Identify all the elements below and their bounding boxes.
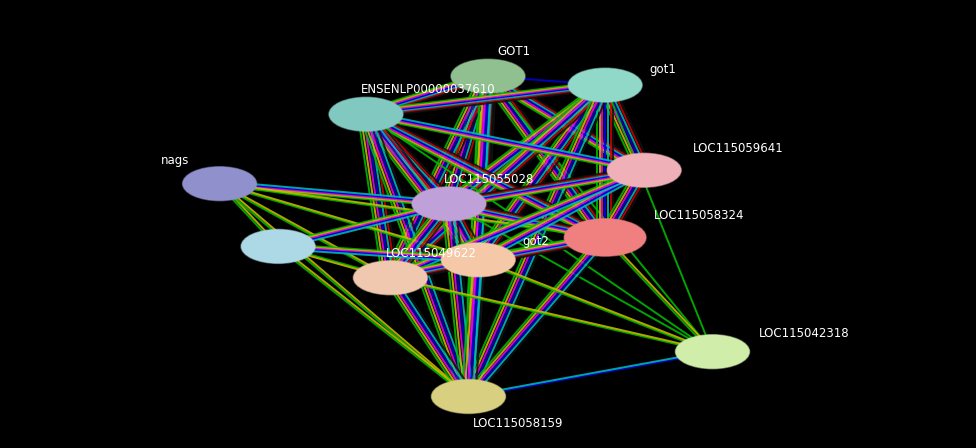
Circle shape bbox=[431, 379, 506, 414]
Text: LOC115042318: LOC115042318 bbox=[759, 327, 850, 340]
Circle shape bbox=[412, 187, 486, 221]
Text: ENSENLP00000037610: ENSENLP00000037610 bbox=[361, 83, 496, 96]
Text: LOC115059641: LOC115059641 bbox=[693, 142, 784, 155]
Circle shape bbox=[568, 68, 642, 102]
Text: nags: nags bbox=[161, 154, 189, 167]
Circle shape bbox=[564, 219, 646, 256]
Text: LOC115049622: LOC115049622 bbox=[386, 246, 476, 260]
Circle shape bbox=[353, 261, 427, 295]
Circle shape bbox=[441, 243, 515, 277]
Text: LOC115058159: LOC115058159 bbox=[473, 417, 564, 430]
Text: LOC115055028: LOC115055028 bbox=[444, 172, 535, 186]
Circle shape bbox=[183, 167, 257, 201]
Text: GOT1: GOT1 bbox=[498, 45, 531, 58]
Circle shape bbox=[329, 97, 403, 131]
Text: LOC115058324: LOC115058324 bbox=[654, 208, 745, 222]
Circle shape bbox=[241, 229, 315, 263]
Circle shape bbox=[451, 59, 525, 93]
Circle shape bbox=[607, 153, 681, 187]
Text: got1: got1 bbox=[649, 63, 676, 76]
Text: got2: got2 bbox=[522, 234, 549, 248]
Circle shape bbox=[675, 335, 750, 369]
